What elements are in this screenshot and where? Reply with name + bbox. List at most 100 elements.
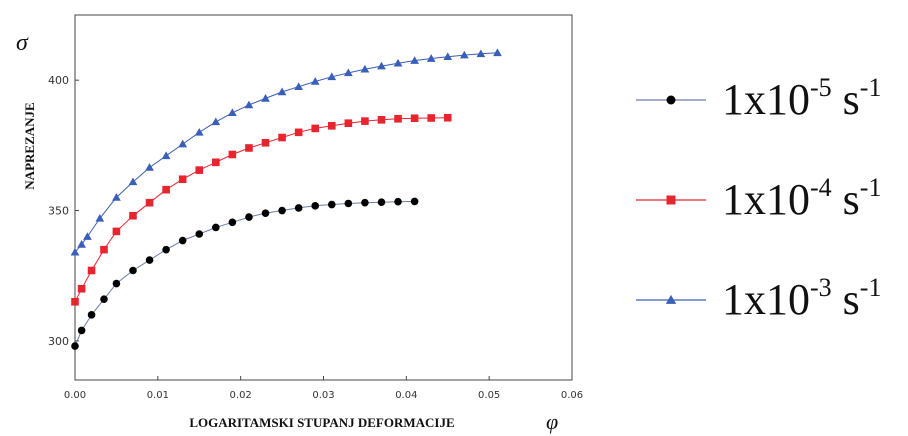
- data-point-circle: [77, 326, 86, 335]
- data-point-circle: [377, 198, 386, 206]
- y-axis-label: NAPREZANJE: [22, 102, 37, 189]
- data-point-square: [427, 114, 435, 122]
- data-point-square: [311, 124, 320, 133]
- x-tick-label: 0.02: [230, 390, 252, 401]
- series-line: [74, 52, 498, 253]
- legend-label: 1x10-4 s-1: [722, 173, 882, 224]
- data-point-square: [394, 114, 402, 123]
- data-point-square: [112, 227, 121, 236]
- x-axis-ticks: 0.00 0.01 0.02 0.03 0.04 0.05 0.06: [64, 376, 583, 401]
- data-point-triangle: [476, 49, 486, 58]
- data-point-circle: [71, 342, 79, 350]
- data-point-triangle: [443, 52, 453, 60]
- data-point-square: [212, 158, 220, 167]
- data-point-triangle: [70, 247, 80, 256]
- legend-swatch-square: [636, 195, 706, 205]
- legend-item: 1x10-5 s-1: [632, 75, 902, 178]
- data-point-square: [443, 113, 452, 122]
- data-point-circle: [327, 200, 336, 209]
- data-point-square: [361, 117, 369, 125]
- data-point-circle: [245, 213, 253, 221]
- y-tick-label: 400: [48, 74, 69, 87]
- data-point-circle: [129, 266, 137, 275]
- data-point-triangle: [77, 240, 86, 248]
- x-tick-label: 0.05: [478, 390, 500, 401]
- data-point-triangle: [83, 232, 92, 240]
- data-point-circle: [294, 204, 303, 212]
- data-point-circle: [410, 197, 419, 206]
- data-point-square: [344, 119, 353, 127]
- y-axis-ticks: 300 350 400: [48, 74, 79, 348]
- data-point-circle: [344, 199, 353, 208]
- data-point-triangle: [294, 82, 304, 90]
- data-point-triangle: [310, 77, 320, 85]
- data-point-square: [100, 245, 108, 254]
- data-point-triangle: [178, 139, 188, 148]
- data-point-square: [377, 116, 386, 124]
- data-point-triangle: [459, 50, 469, 59]
- data-point-triangle: [95, 213, 105, 222]
- data-point-square: [71, 297, 79, 306]
- data-point-triangle: [161, 151, 171, 160]
- data-point-triangle: [194, 127, 204, 136]
- data-point-triangle: [426, 54, 436, 62]
- data-point-triangle: [211, 117, 221, 126]
- data-point-circle: [145, 256, 154, 264]
- x-axis-label: LOGARITAMSKI STUPANJ DEFORMACIJE: [189, 415, 454, 430]
- data-point-square: [294, 128, 303, 137]
- data-point-circle: [394, 197, 402, 206]
- x-tick-label: 0.01: [147, 390, 169, 401]
- data-point-square: [410, 114, 419, 123]
- series-layer: [70, 48, 502, 350]
- data-point-circle: [361, 198, 369, 207]
- data-point-square: [195, 166, 204, 174]
- x-tick-label: 0.00: [64, 390, 86, 401]
- legend-label: 1x10-3 s-1: [722, 273, 882, 324]
- data-point-triangle: [360, 64, 370, 73]
- plot-area: [74, 14, 573, 381]
- legend-swatch-circle: [636, 95, 706, 105]
- data-point-square: [178, 175, 187, 184]
- data-point-circle: [261, 209, 270, 217]
- data-point-triangle: [410, 56, 419, 64]
- data-point-circle: [100, 295, 108, 303]
- data-point-circle: [87, 311, 96, 319]
- data-point-square: [87, 266, 96, 275]
- data-point-square: [145, 198, 154, 207]
- data-point-square: [261, 138, 270, 147]
- data-point-square: [245, 144, 253, 152]
- data-point-square: [327, 122, 336, 130]
- series-3: [70, 48, 502, 256]
- data-point-circle: [195, 230, 204, 238]
- data-point-circle: [228, 218, 237, 227]
- data-point-triangle: [228, 108, 237, 117]
- y-axis-symbol: σ: [16, 30, 29, 56]
- data-point-circle: [162, 245, 170, 254]
- x-axis-symbol: φ: [546, 409, 558, 434]
- series-2: [71, 113, 452, 306]
- data-point-circle: [112, 279, 121, 288]
- legend: 1x10-5 s-1 1x10-4 s-1 1x10-3 s-1: [632, 75, 902, 378]
- legend-swatch-triangle: [636, 294, 706, 304]
- data-point-square: [129, 211, 137, 220]
- data-point-triangle: [145, 163, 154, 171]
- data-point-square: [77, 284, 86, 293]
- x-tick-label: 0.04: [395, 390, 417, 401]
- x-tick-label: 0.06: [561, 390, 583, 401]
- data-point-circle: [178, 236, 187, 245]
- data-point-circle: [278, 206, 286, 215]
- data-point-square: [228, 150, 237, 159]
- data-point-triangle: [277, 87, 287, 96]
- data-point-triangle: [493, 48, 502, 57]
- y-tick-label: 300: [48, 335, 69, 348]
- series-1: [71, 197, 419, 350]
- legend-marker-triangle: [665, 294, 677, 304]
- data-point-triangle: [327, 72, 337, 81]
- data-point-triangle: [261, 94, 270, 102]
- data-point-circle: [212, 223, 220, 232]
- data-point-square: [162, 185, 170, 194]
- legend-item: 1x10-3 s-1: [632, 273, 902, 378]
- data-point-triangle: [112, 193, 121, 201]
- y-tick-label: 350: [48, 205, 69, 218]
